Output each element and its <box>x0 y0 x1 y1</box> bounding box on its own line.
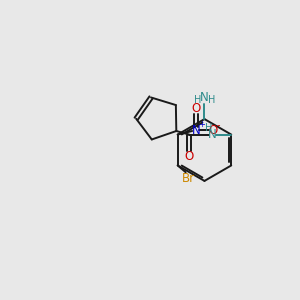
Text: O: O <box>191 102 201 115</box>
Text: N: N <box>192 124 200 136</box>
Text: Br: Br <box>182 172 195 184</box>
Text: N: N <box>200 91 209 104</box>
Text: N: N <box>208 128 217 141</box>
Text: O: O <box>208 124 218 136</box>
Text: -: - <box>217 120 220 130</box>
Text: +: + <box>198 120 205 129</box>
Text: H: H <box>205 123 212 133</box>
Text: H: H <box>194 95 201 105</box>
Text: O: O <box>184 149 194 163</box>
Text: H: H <box>208 95 215 105</box>
